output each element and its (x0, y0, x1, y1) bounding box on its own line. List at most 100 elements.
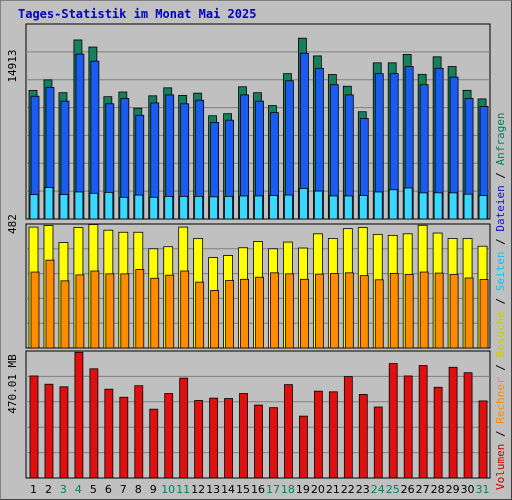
x-tick-label: 13 (206, 483, 220, 496)
legend-entry-rechner: Rechner (494, 377, 507, 424)
bar-volumen (74, 351, 84, 479)
bar-volumen (59, 386, 69, 479)
x-tick-label: 23 (356, 483, 370, 496)
bar-volumen (284, 384, 293, 479)
bar-rechner (419, 271, 429, 349)
bar-seiten (44, 187, 54, 220)
x-tick-label: 24 (371, 483, 385, 496)
x-tick-label: 28 (431, 483, 445, 496)
bar-rechner (300, 278, 309, 349)
x-tick-label: 10 (161, 483, 175, 496)
legend-separator: / (494, 291, 507, 311)
bar-seiten (119, 196, 129, 220)
x-tick-label: 21 (326, 483, 340, 496)
x-tick-label: 31 (476, 483, 490, 496)
bar-volumen (239, 393, 248, 479)
bar-rechner (120, 273, 130, 349)
bar-seiten (134, 194, 144, 220)
x-tick-label: 16 (251, 483, 265, 496)
bar-rechner (165, 274, 175, 349)
x-tick-label: 2 (45, 483, 52, 496)
bar-rechner (225, 280, 234, 349)
bar-rechner (210, 289, 220, 349)
bar-rechner (135, 269, 145, 349)
bar-seiten (224, 195, 233, 220)
bar-rechner (464, 277, 474, 349)
bar-rechner (45, 259, 55, 349)
bar-rechner (90, 270, 100, 349)
bar-seiten (299, 188, 308, 220)
legend: Volumen / Rechner / Besuche / Seiten / D… (494, 112, 507, 490)
x-tick-label: 3 (60, 483, 67, 496)
bar-rechner (75, 274, 85, 349)
bar-volumen (209, 397, 219, 479)
x-tick-label: 12 (191, 483, 205, 496)
bar-rechner (240, 278, 249, 349)
bar-seiten (194, 195, 204, 220)
legend-entry-besuche: Besuche (494, 311, 507, 357)
x-tick-label: 22 (341, 483, 355, 496)
bar-rechner (359, 275, 369, 349)
bar-volumen (313, 390, 323, 479)
bar-seiten (149, 196, 159, 220)
bar-rechner (150, 277, 160, 349)
bar-rechner (255, 276, 264, 349)
bar-volumen (328, 391, 338, 479)
bar-seiten (239, 195, 248, 220)
bar-volumen (224, 398, 233, 479)
bar-volumen (269, 407, 278, 479)
bar-rechner (389, 272, 399, 349)
bar-seiten (74, 191, 84, 220)
x-tick-label: 11 (176, 483, 190, 496)
legend-separator: / (494, 232, 507, 252)
x-tick-label: 26 (401, 483, 415, 496)
bar-seiten (29, 194, 39, 220)
bar-volumen (358, 394, 368, 479)
x-tick-label: 25 (386, 483, 400, 496)
x-tick-label: 4 (75, 483, 82, 496)
x-tick-label: 8 (135, 483, 142, 496)
bar-seiten (388, 189, 398, 220)
x-tick-label: 20 (311, 483, 325, 496)
bar-volumen (433, 386, 443, 479)
bar-rechner (60, 280, 70, 349)
bar-seiten (104, 192, 114, 220)
bar-volumen (254, 404, 263, 479)
bar-rechner (344, 272, 354, 349)
x-tick-label: 14 (221, 483, 235, 496)
bar-volumen (478, 400, 488, 479)
bar-rechner (329, 273, 339, 349)
legend-separator: / (494, 165, 507, 185)
bar-seiten (59, 194, 69, 220)
legend-entry-dateien: Dateien (494, 185, 507, 231)
bar-seiten (418, 192, 428, 220)
x-tick-label: 15 (236, 483, 250, 496)
bar-rechner (285, 273, 294, 349)
x-tick-label: 29 (446, 483, 460, 496)
x-tick-label: 30 (461, 483, 475, 496)
bar-seiten (328, 195, 338, 220)
legend-entry-volumen: Volumen (494, 444, 507, 490)
bar-volumen (44, 383, 54, 479)
bar-volumen (463, 372, 473, 479)
bar-volumen (194, 400, 204, 479)
bar-volumen (418, 365, 428, 479)
bar-volumen (343, 376, 353, 479)
bar-seiten (89, 192, 99, 220)
bar-seiten (358, 195, 368, 220)
x-tick-label: 27 (416, 483, 430, 496)
legend-separator: / (494, 424, 507, 444)
bar-seiten (313, 190, 323, 220)
bar-volumen (164, 393, 174, 479)
bar-rechner (404, 273, 414, 349)
bar-volumen (179, 377, 189, 479)
x-tick-label: 5 (90, 483, 97, 496)
bar-volumen (373, 406, 383, 479)
bar-seiten (164, 195, 174, 220)
bar-rechner (479, 279, 489, 349)
bar-rechner (180, 270, 190, 349)
x-tick-label: 17 (266, 483, 280, 496)
bar-seiten (254, 195, 263, 220)
bar-volumen (403, 375, 413, 479)
